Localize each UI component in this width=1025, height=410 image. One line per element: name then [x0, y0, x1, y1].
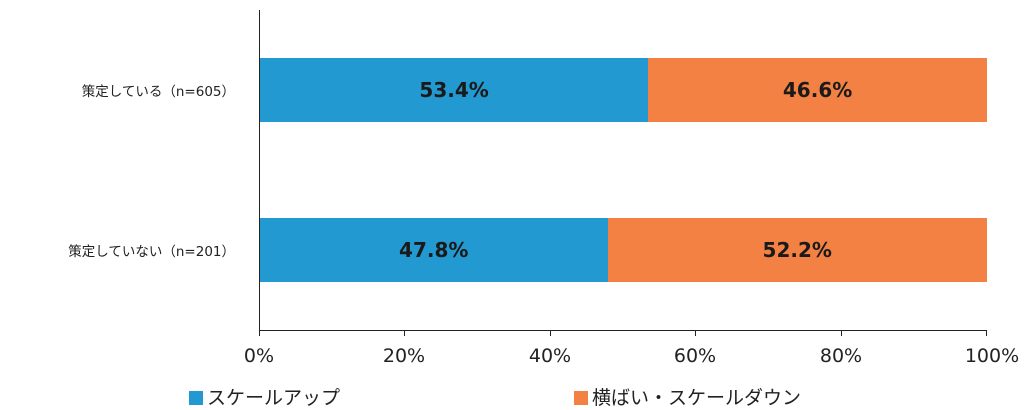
legend-item-scale-up: スケールアップ — [189, 383, 340, 410]
bar-row-1: 47.8% 52.2% — [260, 218, 987, 282]
bar-segment-scale-up: 47.8% — [260, 218, 608, 282]
x-tick-label: 60% — [673, 345, 717, 367]
x-tick-60 — [695, 330, 696, 336]
category-label: 策定している（n=605） — [81, 84, 235, 100]
x-tick-label: 40% — [528, 345, 572, 367]
bar-segment-flat-down: 46.6% — [648, 58, 987, 122]
x-tick-80 — [841, 330, 842, 336]
bar-row-0: 53.4% 46.6% — [260, 58, 987, 122]
x-axis-line — [259, 330, 987, 331]
legend-swatch-icon — [189, 391, 203, 405]
bar-segment-flat-down: 52.2% — [607, 218, 987, 282]
x-tick-label: 20% — [382, 345, 426, 367]
bar-segment-scale-up: 53.4% — [260, 58, 649, 122]
x-tick-100 — [986, 330, 987, 336]
x-tick-20 — [404, 330, 405, 336]
legend-swatch-icon — [574, 391, 588, 405]
x-tick-40 — [550, 330, 551, 336]
y-axis-line — [259, 10, 260, 330]
legend-label: スケールアップ — [207, 387, 341, 409]
x-tick-label: 100% — [964, 345, 1020, 367]
legend-label: 横ばい・スケールダウン — [592, 387, 802, 409]
x-tick-label: 0% — [243, 345, 275, 367]
x-tick-label: 80% — [819, 345, 863, 367]
legend-item-flat-down: 横ばい・スケールダウン — [574, 383, 801, 410]
x-tick-0 — [259, 330, 260, 336]
category-label: 策定していない（n=201） — [68, 244, 235, 260]
